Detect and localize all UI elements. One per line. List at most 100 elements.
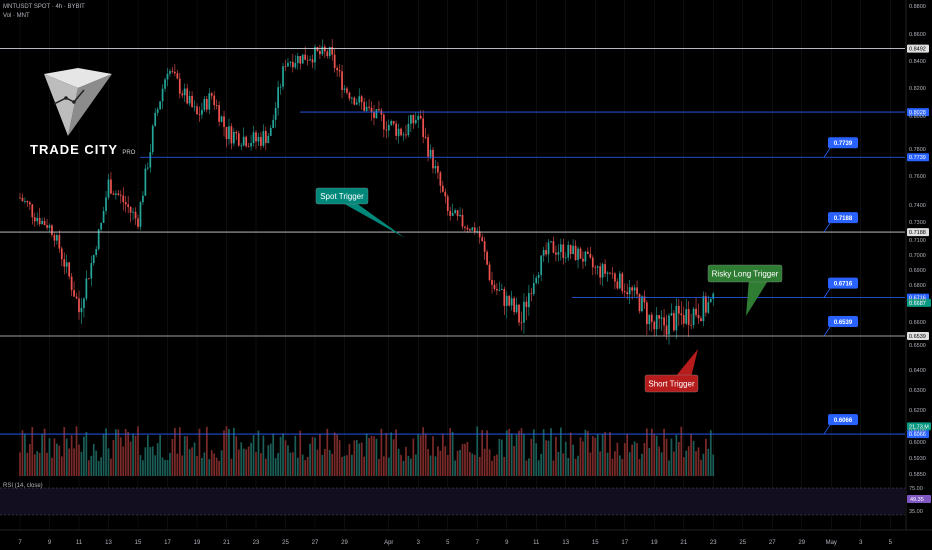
volume-bar — [552, 460, 555, 476]
candle-body — [28, 202, 31, 205]
candle-body — [169, 71, 171, 74]
candle-body — [422, 118, 425, 137]
volume-bar — [289, 452, 292, 476]
volume-bar — [682, 457, 685, 476]
horizontal-levels[interactable]: 0.8492 0.8028 0.7739 0.7739 0.7188 0.7188 0.67… — [0, 44, 931, 439]
volume-bar — [46, 452, 48, 476]
volume-bar — [112, 439, 115, 476]
volume-bar — [137, 426, 139, 476]
volume-bar — [311, 436, 314, 476]
candle-body — [498, 289, 501, 291]
rsi-value-text: 49.35 — [910, 497, 924, 503]
candle-body — [53, 234, 56, 241]
annotations-layer[interactable]: Spot Trigger Risky Long Trigger Short Trig… — [315, 187, 783, 393]
volume-bar — [70, 435, 73, 476]
volume-bar — [176, 453, 179, 476]
volume-bar — [572, 444, 574, 476]
volume-bar — [183, 436, 186, 476]
volume-bar — [198, 428, 201, 476]
volume-bar — [611, 458, 614, 476]
volume-bar — [78, 444, 80, 476]
volume-bar — [282, 433, 284, 476]
candle-body — [176, 73, 179, 79]
candle-body — [510, 298, 513, 306]
volume-bar — [151, 446, 154, 476]
volume-bar — [525, 460, 528, 476]
volume-bar — [712, 454, 715, 476]
candle-body — [547, 242, 550, 255]
time-tick-label: 29 — [341, 540, 348, 546]
volume-bar — [587, 431, 589, 476]
volume-bar — [31, 427, 34, 476]
price-badge — [907, 422, 931, 431]
volume-bar — [545, 440, 547, 476]
volume-bars — [19, 426, 715, 476]
candle-body — [574, 245, 577, 260]
candle-body — [87, 278, 90, 280]
candle-body — [117, 193, 120, 195]
volume-bar — [591, 436, 594, 476]
candle-body — [65, 262, 68, 267]
level-tag-pointer — [823, 288, 831, 298]
level-tag-pointer — [823, 148, 831, 158]
time-tick-label: 19 — [651, 540, 658, 546]
candle-body — [682, 315, 685, 324]
volume-bar — [127, 431, 130, 476]
callout-text: Short Trigger — [648, 380, 695, 389]
volume-bar — [309, 443, 311, 476]
candle-body — [196, 106, 198, 115]
volume-bar — [178, 427, 181, 476]
volume-bar — [650, 428, 653, 476]
candle-body — [21, 197, 24, 202]
candle-body — [564, 257, 567, 259]
volume-bar — [695, 451, 697, 476]
volume-bar — [365, 433, 368, 476]
candle-body — [274, 107, 277, 120]
time-axis[interactable]: 7 9 11 13 15 17 19 21 23 25 27 29 Apr 3 5 7 9 11 13 15 17 19 2… — [0, 529, 932, 546]
candle-body — [255, 132, 257, 142]
volume-bar — [515, 434, 518, 476]
candle-body — [223, 116, 225, 127]
candle-body — [144, 168, 147, 196]
volume-bar — [240, 442, 243, 476]
candle-body — [294, 62, 297, 68]
volume-bar — [269, 443, 272, 476]
time-tick-label: Apr — [384, 540, 393, 546]
time-tick-label: 5 — [446, 540, 450, 546]
candle-body — [385, 129, 388, 131]
volume-bar — [338, 440, 341, 476]
candle-body — [277, 87, 279, 108]
price-axis[interactable]: 0.8800 0.8600 0.8400 0.8200 0.8000 0.7800 0.76… — [905, 0, 926, 530]
volume-bar — [107, 448, 110, 476]
price-tick-label: 0.6500 — [909, 343, 926, 349]
volume-bar — [685, 450, 688, 476]
time-tick-label: 13 — [105, 540, 112, 546]
candle-body — [142, 195, 144, 203]
volume-bar — [510, 433, 513, 476]
volume-bar — [469, 452, 471, 476]
volume-bar — [633, 441, 636, 476]
volume-bar — [260, 453, 262, 476]
volume-line: Vol · MNT — [3, 13, 30, 19]
candle-body — [500, 289, 503, 290]
volume-bar — [532, 429, 535, 476]
volume-bar — [65, 438, 68, 476]
candle-body — [166, 73, 169, 80]
time-tick-label: 17 — [164, 540, 171, 546]
candle-body — [518, 304, 520, 323]
level-tag-text: 0.7188 — [834, 216, 853, 222]
price-tick-label: 0.6800 — [909, 283, 926, 289]
volume-bar — [43, 428, 46, 476]
volume-bar — [555, 436, 557, 476]
candle-body — [100, 222, 102, 230]
volume-bar — [584, 429, 587, 476]
time-tick-label: 23 — [253, 540, 260, 546]
candle-body — [675, 305, 678, 331]
candle-body — [609, 272, 611, 274]
volume-bar — [466, 441, 469, 476]
candle-body — [306, 59, 309, 61]
time-tick-label: 3 — [417, 540, 421, 546]
candle-body — [655, 315, 658, 330]
candle-body — [198, 114, 201, 115]
